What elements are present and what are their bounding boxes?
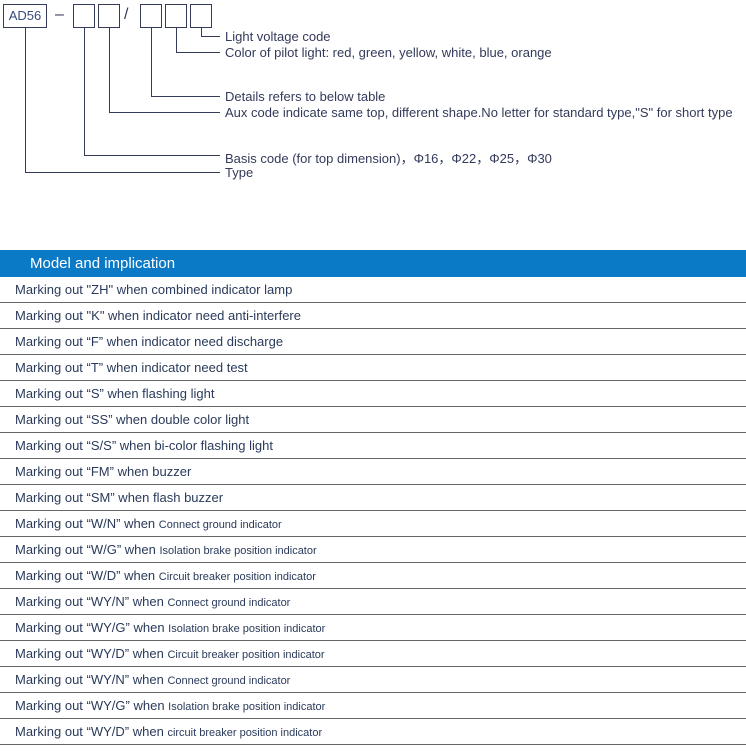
label-type: Type (225, 165, 253, 180)
row-prefix: Marking out “WY/N” when (15, 594, 167, 609)
label-aux-code: Aux code indicate same top, different sh… (225, 105, 733, 120)
table-row: Marking out “WY/N” when Connect ground i… (0, 589, 746, 615)
row-prefix: Marking out “WY/G” when (15, 620, 168, 635)
label-basis-code: Basis code (for top dimension)，Φ16，Φ22，Φ… (225, 148, 552, 167)
row-prefix: Marking out “W/G” when (15, 542, 160, 557)
table-row: Marking out “WY/N” when Connect ground i… (0, 667, 746, 693)
placeholder-box-3 (140, 4, 162, 28)
row-prefix: Marking out “WY/D” when (15, 724, 167, 739)
main-code-box: AD56 (3, 4, 47, 28)
table-row: Marking out "K" when indicator need anti… (0, 303, 746, 329)
table-row: Marking out “S” when flashing light (0, 381, 746, 407)
table-row: Marking out “WY/G” when Isolation brake … (0, 693, 746, 719)
table-row: Marking out “WY/G” when Isolation brake … (0, 615, 746, 641)
row-prefix: Marking out “W/N” when (15, 516, 159, 531)
table-row: Marking out “T” when indicator need test (0, 355, 746, 381)
table-row: Marking out “SM” when flash buzzer (0, 485, 746, 511)
code-diagram: AD56 – / Light voltage code Color of pil… (0, 0, 746, 200)
placeholder-box-4 (165, 4, 187, 28)
table-row: Marking out “S/S” when bi-color flashing… (0, 433, 746, 459)
slash-separator: / (124, 6, 128, 24)
label-pilot-color: Color of pilot light: red, green, yellow… (225, 45, 552, 60)
table-row: Marking out “SS” when double color light (0, 407, 746, 433)
row-suffix: Isolation brake position indicator (160, 545, 317, 557)
row-suffix: Circuit breaker position indicator (159, 571, 316, 583)
row-prefix: Marking out “W/D” when (15, 568, 159, 583)
row-suffix: circuit breaker position indicator (167, 727, 322, 739)
row-suffix: Isolation brake position indicator (168, 701, 325, 713)
row-suffix: Circuit breaker position indicator (167, 649, 324, 661)
row-suffix: Connect ground indicator (159, 519, 282, 531)
placeholder-box-5 (190, 4, 212, 28)
table-row: Marking out “F” when indicator need disc… (0, 329, 746, 355)
row-suffix: Connect ground indicator (167, 597, 290, 609)
table-row: Marking out “WY/D” when circuit breaker … (0, 719, 746, 745)
table-row: Marking out “W/G” when Isolation brake p… (0, 537, 746, 563)
table-row: Marking out "ZH" when combined indicator… (0, 277, 746, 303)
row-suffix: Connect ground indicator (167, 675, 290, 687)
row-prefix: Marking out “WY/N” when (15, 672, 167, 687)
table-row: Marking out “WY/D” when Circuit breaker … (0, 641, 746, 667)
row-prefix: Marking out “WY/D” when (15, 646, 167, 661)
section-header: Model and implication (0, 250, 746, 277)
dash-separator: – (55, 6, 64, 24)
label-details: Details refers to below table (225, 89, 385, 104)
row-suffix: Isolation brake position indicator (168, 623, 325, 635)
table-row: Marking out “W/N” when Connect ground in… (0, 511, 746, 537)
row-prefix: Marking out “WY/G” when (15, 698, 168, 713)
placeholder-box-2 (98, 4, 120, 28)
table-row: Marking out “FM” when buzzer (0, 459, 746, 485)
table-row: Marking out “W/D” when Circuit breaker p… (0, 563, 746, 589)
placeholder-box-1 (73, 4, 95, 28)
implication-table: Marking out "ZH" when combined indicator… (0, 277, 746, 745)
label-light-voltage: Light voltage code (225, 29, 331, 44)
